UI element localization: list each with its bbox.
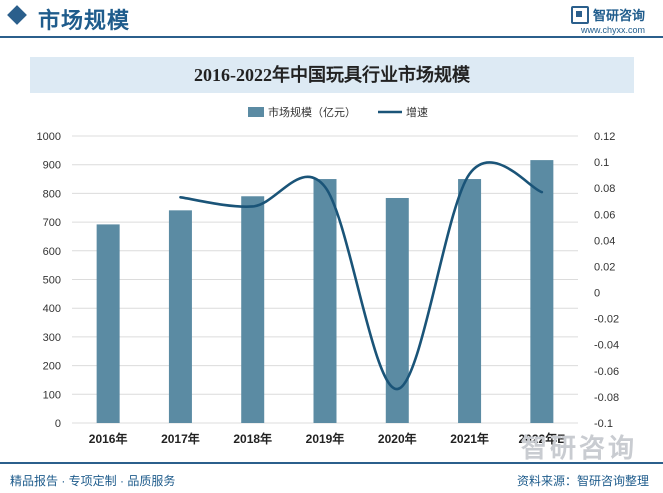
y-right-tick-label: -0.04 xyxy=(594,340,619,352)
chart-title: 2016-2022年中国玩具行业市场规模 xyxy=(194,65,470,85)
y-right-tick-label: -0.02 xyxy=(594,314,619,326)
y-left-tick-label: 1000 xyxy=(37,131,61,143)
x-tick-label: 2017年 xyxy=(161,431,200,446)
y-left-tick-label: 600 xyxy=(43,246,61,258)
bar xyxy=(458,179,482,423)
bar xyxy=(168,210,192,423)
y-left-tick-label: 500 xyxy=(43,275,61,287)
bar xyxy=(241,196,265,423)
legend-bar-swatch xyxy=(248,107,264,117)
x-tick-label: 2016年 xyxy=(89,431,128,446)
chart-title-bar: 2016-2022年中国玩具行业市场规模 xyxy=(30,57,634,93)
header-divider xyxy=(0,36,663,38)
y-left-tick-label: 200 xyxy=(43,361,61,373)
footer-divider xyxy=(0,462,663,464)
x-tick-label: 2021年 xyxy=(450,431,489,446)
y-right-tick-label: 0.12 xyxy=(594,131,615,143)
page-title: 市场规模 xyxy=(38,8,131,33)
bar xyxy=(96,224,120,423)
legend-bar-label: 市场规模（亿元） xyxy=(268,105,356,119)
y-right-tick-label: 0.1 xyxy=(594,157,609,169)
y-right-tick-label: -0.06 xyxy=(594,366,619,378)
logo-text: 智研咨询 xyxy=(592,8,645,23)
y-left-tick-label: 800 xyxy=(43,188,61,200)
bar xyxy=(313,179,337,423)
y-right-tick-label: -0.1 xyxy=(594,418,613,430)
logo-url: www.chyxx.com xyxy=(580,25,645,35)
y-left-tick-label: 400 xyxy=(43,303,61,315)
logo-icon xyxy=(570,5,589,24)
bar xyxy=(385,197,409,423)
y-left-tick-label: 100 xyxy=(43,389,61,401)
footer-tagline: 精品报告 · 专项定制 · 品质服务 xyxy=(10,474,176,488)
brand-logo: 智研咨询 www.chyxx.com xyxy=(570,5,645,35)
y-right-tick-label: -0.08 xyxy=(594,392,619,404)
x-tick-label: 2019年 xyxy=(306,431,345,446)
y-right-tick-label: 0.06 xyxy=(594,209,615,221)
watermark: 智研咨询 xyxy=(520,433,637,463)
y-right-tick-label: 0.08 xyxy=(594,183,615,195)
footer: 精品报告 · 专项定制 · 品质服务 资料来源：智研咨询整理 xyxy=(0,462,663,493)
y-right-tick-label: 0 xyxy=(594,288,600,300)
legend-line-label: 增速 xyxy=(406,105,428,119)
growth-line xyxy=(179,161,544,391)
y-right-tick-label: 0.04 xyxy=(594,235,615,247)
y-left-tick-label: 900 xyxy=(43,160,61,172)
footer-source: 资料来源：智研咨询整理 xyxy=(516,474,649,488)
y-left-tick-label: 300 xyxy=(43,332,61,344)
x-tick-label: 2018年 xyxy=(233,431,272,446)
y-right-tick-label: 0.02 xyxy=(594,261,615,273)
x-tick-label: 2022年E xyxy=(519,431,566,446)
x-tick-label: 2020年 xyxy=(378,431,417,446)
bar xyxy=(530,160,554,423)
chart: 0 100 200 300 400 500 600 700 800 900 1000 -0.1 -0.0… xyxy=(37,105,620,446)
y-left-tick-label: 700 xyxy=(43,217,61,229)
y-left-tick-label: 0 xyxy=(55,418,61,430)
header: 市场规模 智研咨询 www.chyxx.com xyxy=(0,0,663,40)
